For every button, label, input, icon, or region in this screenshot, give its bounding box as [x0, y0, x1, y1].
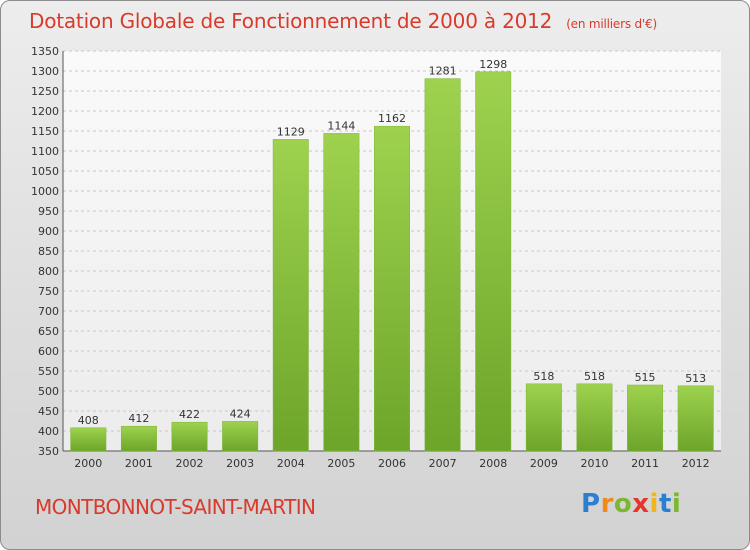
chart-title-text: Dotation Globale de Fonctionnement de 20… — [29, 9, 553, 33]
y-tick-label: 1100 — [31, 145, 59, 158]
y-tick-label: 500 — [38, 385, 59, 398]
x-tick-label: 2011 — [631, 457, 659, 470]
logo-letter: x — [632, 489, 650, 519]
x-tick-label: 2007 — [429, 457, 457, 470]
y-tick-label: 350 — [38, 445, 59, 458]
y-tick-label: 550 — [38, 365, 59, 378]
chart-unit-subtitle: (en milliers d'€) — [566, 17, 657, 31]
logo-letter: P — [581, 489, 601, 519]
proxiti-logo: Proxiti — [581, 489, 681, 519]
bar-value-label: 408 — [78, 414, 99, 427]
bar-2000 — [70, 427, 107, 452]
y-tick-label: 450 — [38, 405, 59, 418]
bar-value-label: 1129 — [277, 125, 305, 138]
y-tick-label: 1200 — [31, 105, 59, 118]
y-tick-label: 750 — [38, 285, 59, 298]
bar-value-label: 518 — [584, 370, 605, 383]
bar-value-label: 513 — [685, 372, 706, 385]
x-tick-label: 2001 — [125, 457, 153, 470]
y-tick-label: 400 — [38, 425, 59, 438]
x-tick-label: 2002 — [176, 457, 204, 470]
y-tick-label: 950 — [38, 205, 59, 218]
y-tick-label: 900 — [38, 225, 59, 238]
x-tick-label: 2004 — [277, 457, 305, 470]
x-tick-label: 2005 — [327, 457, 355, 470]
bar-2006 — [374, 125, 410, 452]
x-tick-label: 2010 — [580, 457, 608, 470]
bar-value-label: 515 — [635, 371, 656, 384]
bar-2004 — [272, 139, 309, 452]
bar-2012 — [677, 385, 714, 452]
y-tick-label: 650 — [38, 325, 59, 338]
x-tick-label: 2003 — [226, 457, 254, 470]
bar-value-label: 422 — [179, 408, 200, 421]
bar-2007 — [424, 78, 461, 452]
y-tick-label: 1350 — [31, 45, 59, 58]
y-tick-label: 800 — [38, 265, 59, 278]
bar-value-label: 1162 — [378, 112, 406, 125]
bar-value-label: 412 — [128, 412, 149, 425]
y-tick-label: 700 — [38, 305, 59, 318]
y-tick-label: 600 — [38, 345, 59, 358]
municipality-name: MONTBONNOT-SAINT-MARTIN — [35, 495, 316, 519]
bar-value-label: 1281 — [429, 65, 457, 78]
bar-2002 — [171, 421, 208, 452]
bar-2009 — [525, 383, 562, 452]
x-tick-label: 2006 — [378, 457, 406, 470]
x-tick-label: 2008 — [479, 457, 507, 470]
y-tick-label: 1050 — [31, 165, 59, 178]
y-tick-label: 1150 — [31, 125, 59, 138]
x-tick-label: 2000 — [74, 457, 102, 470]
x-tick-label: 2012 — [682, 457, 710, 470]
bar-2008 — [475, 71, 512, 452]
bar-2010 — [576, 383, 613, 452]
bar-2005 — [323, 133, 360, 452]
chart-title: Dotation Globale de Fonctionnement de 20… — [29, 9, 657, 33]
y-tick-label: 850 — [38, 245, 59, 258]
logo-letter: i — [671, 489, 682, 519]
logo-letter: t — [658, 489, 672, 519]
y-tick-label: 1000 — [31, 185, 59, 198]
bar-value-label: 1298 — [479, 58, 507, 71]
bar-2011 — [627, 384, 664, 452]
bar-value-label: 1144 — [327, 119, 355, 132]
bar-value-label: 424 — [230, 407, 251, 420]
logo-letter: o — [613, 489, 633, 519]
logo-letter: i — [649, 489, 659, 519]
y-tick-label: 1250 — [31, 85, 59, 98]
y-tick-label: 1300 — [31, 65, 59, 78]
logo-letter: r — [600, 489, 614, 519]
x-tick-label: 2009 — [530, 457, 558, 470]
bar-2001 — [120, 425, 157, 452]
bar-value-label: 518 — [533, 370, 554, 383]
bar-2003 — [222, 421, 259, 452]
